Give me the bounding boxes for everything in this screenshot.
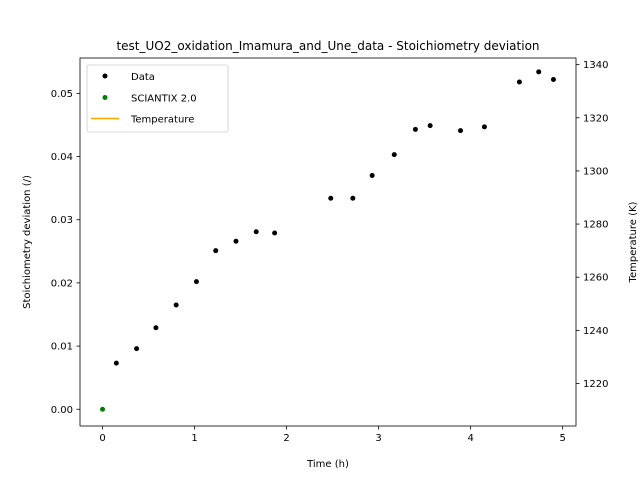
x-tick-label: 4: [467, 433, 473, 444]
y-tick-label: 0.01: [51, 342, 73, 353]
data-point: [516, 79, 522, 85]
legend-marker-sciantix: [102, 95, 108, 100]
y-tick-label: 0.03: [51, 215, 73, 226]
data-point: [113, 360, 119, 366]
y-axis-right: 1220 1240 1260 1280 1300 1320 1340: [576, 60, 608, 390]
x-tick-label: 1: [191, 433, 197, 444]
legend: Data SCIANTIX 2.0 Temperature: [86, 64, 229, 133]
legend-label-sciantix: SCIANTIX 2.0: [131, 94, 197, 105]
data-point: [328, 195, 334, 201]
y2-tick-label: 1260: [583, 273, 608, 284]
data-point: [427, 123, 433, 129]
data-point: [100, 406, 106, 412]
data-point: [350, 195, 356, 201]
x-axis: 0 1 2 3 4 5: [99, 426, 566, 444]
x-axis-label: Time (h): [306, 459, 349, 470]
data-point: [481, 124, 487, 130]
data-point: [369, 173, 375, 179]
y2-tick-label: 1280: [583, 220, 608, 231]
y2-tick-label: 1220: [583, 379, 608, 390]
data-point: [253, 229, 259, 235]
y2-axis-label: Temperature (K): [628, 201, 639, 283]
data-point: [272, 230, 278, 236]
plot-frame: [79, 57, 577, 427]
legend-marker-data: [102, 73, 108, 79]
x-tick-label: 2: [283, 433, 289, 444]
data-point: [550, 76, 556, 82]
y-axis-label: Stoichiometry deviation (/): [22, 175, 33, 309]
data-point: [193, 279, 199, 285]
y-tick-label: 0.00: [51, 405, 73, 416]
data-point: [134, 346, 140, 352]
data-point: [391, 152, 397, 158]
data-point: [412, 126, 418, 132]
y-axis-left: 0.00 0.01 0.02 0.03 0.04 0.05: [51, 89, 80, 416]
data-point: [458, 128, 464, 134]
y2-tick-label: 1300: [583, 166, 608, 177]
data-point: [153, 325, 159, 331]
data-point: [213, 248, 219, 254]
y2-tick-label: 1340: [583, 60, 608, 71]
legend-label-temperature: Temperature: [130, 115, 194, 126]
y-tick-label: 0.04: [51, 152, 73, 163]
x-tick-label: 5: [559, 433, 565, 444]
y2-tick-label: 1320: [583, 113, 608, 124]
legend-box: [86, 64, 229, 133]
x-tick-label: 0: [99, 433, 105, 444]
chart-title: test_UO2_oxidation_Imamura_and_Une_data …: [116, 39, 539, 53]
y2-tick-label: 1240: [583, 326, 608, 337]
data-point: [173, 302, 179, 308]
x-tick-label: 3: [375, 433, 381, 444]
y-tick-label: 0.05: [51, 89, 73, 100]
legend-label-data: Data: [131, 72, 155, 83]
data-point: [233, 238, 239, 244]
data-points: [100, 69, 556, 412]
y-tick-label: 0.02: [51, 278, 73, 289]
data-point: [536, 69, 542, 75]
